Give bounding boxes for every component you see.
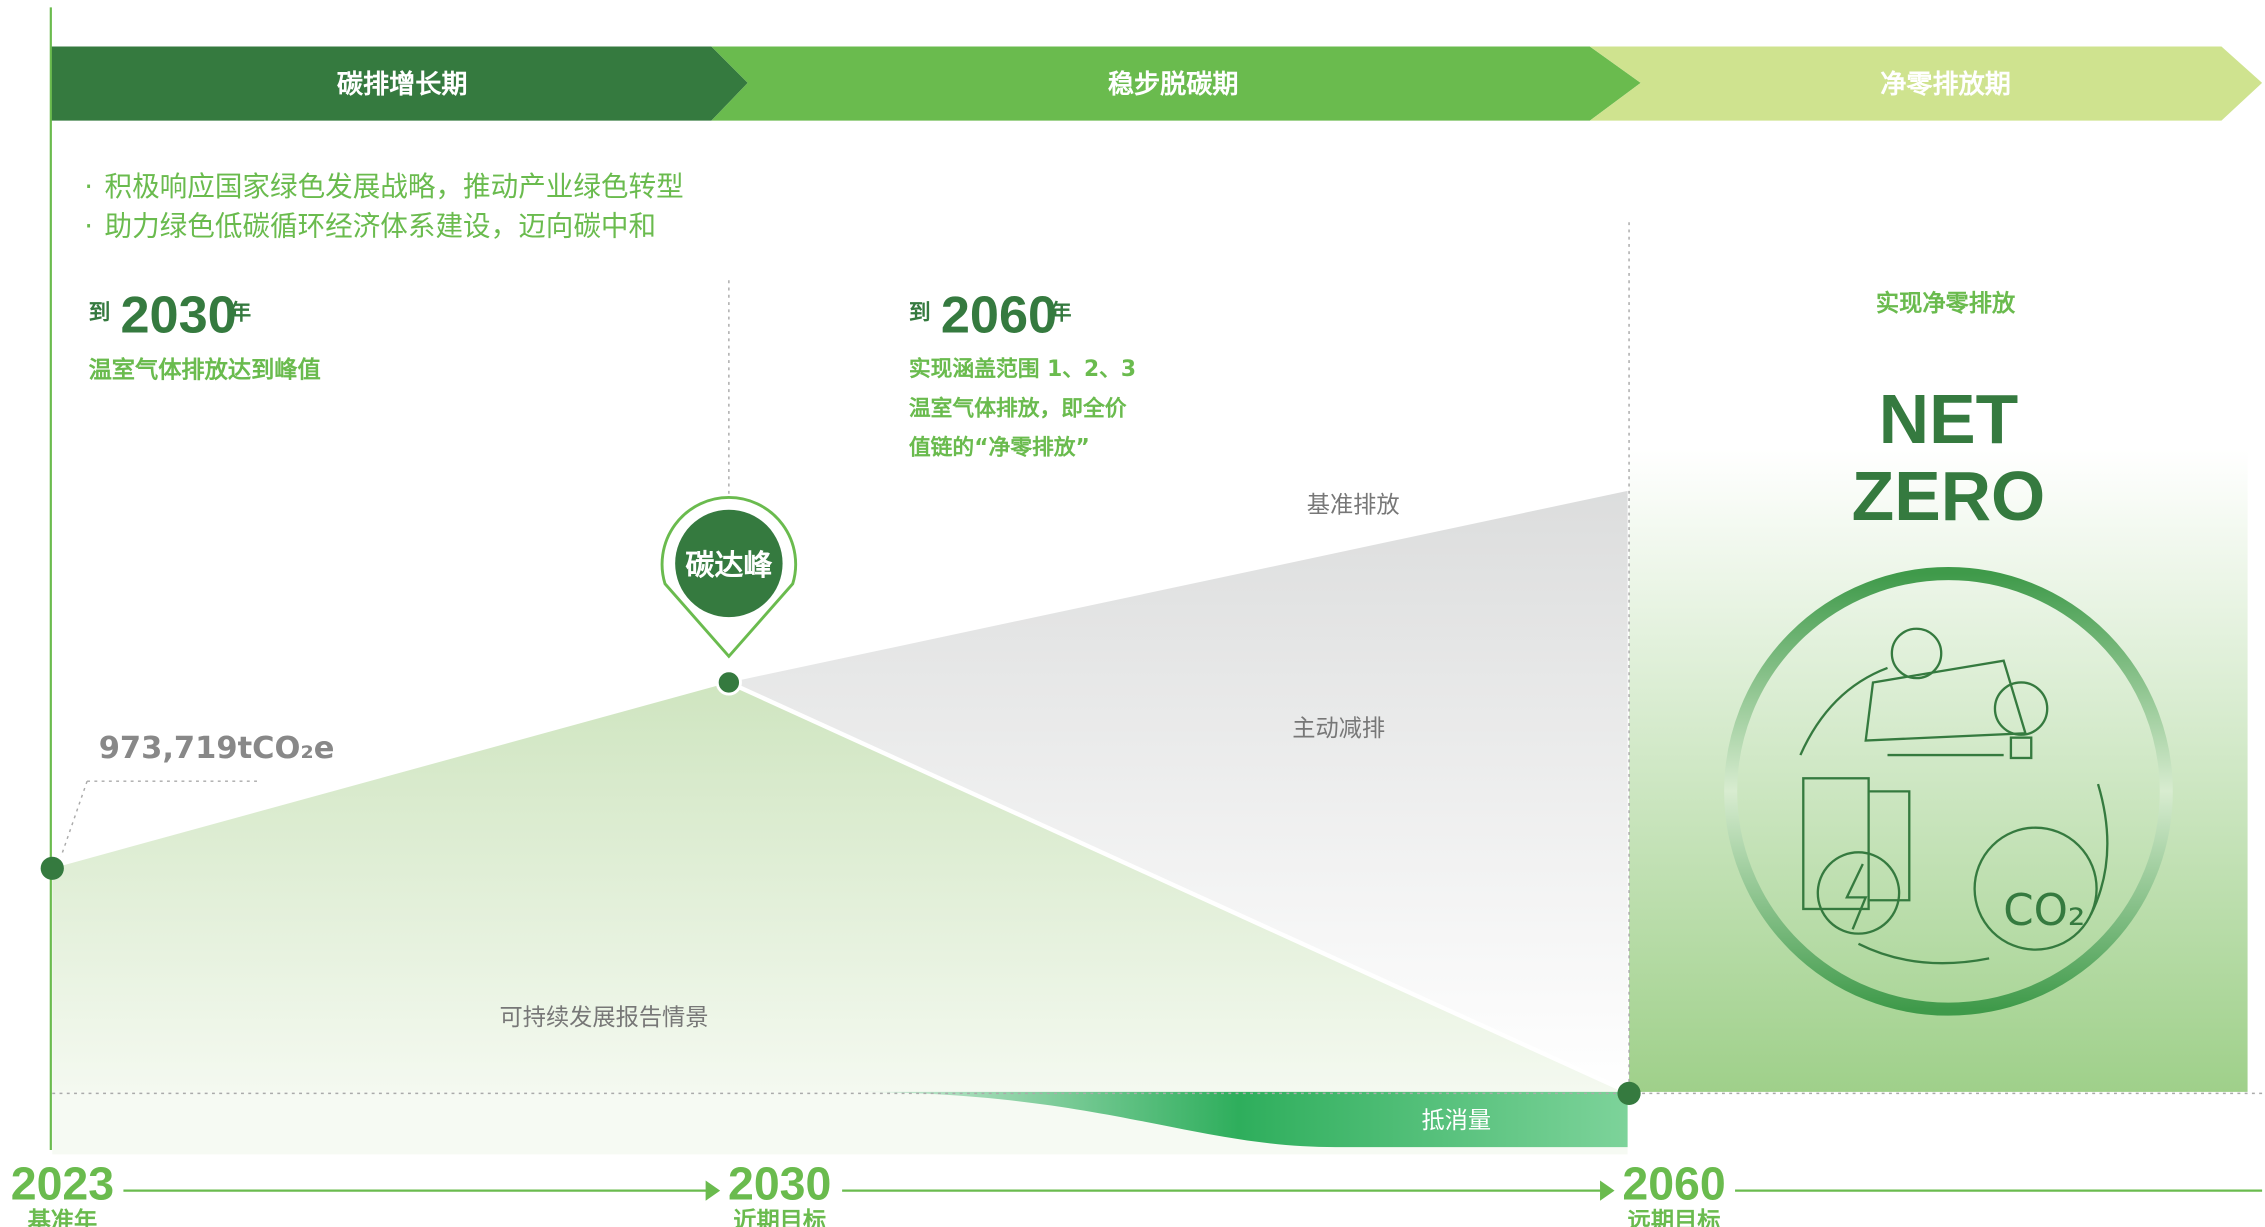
- timeline-arrow: [1600, 1180, 1615, 1200]
- area-label: 主动减排: [1292, 715, 1385, 742]
- milestone-year: 2060: [941, 287, 1057, 345]
- net-zero-title: 实现净零排放: [1876, 290, 2016, 317]
- pin-label: 碳达峰: [685, 548, 772, 582]
- phase-label: 碳排增长期: [337, 69, 468, 100]
- timeline-year: 2023: [11, 1157, 114, 1209]
- phase-label: 稳步脱碳期: [1108, 69, 1239, 100]
- diagram: 碳排增长期 稳步脱碳期 净零排放期 · 积极响应国家绿色发展战略，推动产业绿色转…: [0, 0, 2265, 1227]
- milestone-suffix: 年: [1050, 299, 1072, 325]
- bullet-dot: ·: [84, 170, 93, 203]
- point: [41, 857, 64, 880]
- milestone-desc: 实现涵盖范围 1、2、3: [909, 356, 1136, 382]
- timeline-arrow: [706, 1180, 721, 1200]
- timeline-label: 远期目标: [1628, 1207, 1721, 1227]
- net-zero-text: ZERO: [1852, 457, 2046, 535]
- milestone-suffix: 年: [229, 299, 251, 325]
- bullet: 积极响应国家绿色发展战略，推动产业绿色转型: [105, 170, 684, 203]
- bullet: 助力绿色低碳循环经济体系建设，迈向碳中和: [105, 209, 657, 242]
- timeline-label: 近期目标: [733, 1207, 826, 1227]
- timeline-year: 2030: [728, 1157, 831, 1209]
- milestone-desc: 温室气体排放，即全价: [909, 395, 1127, 421]
- leader-line: [61, 781, 87, 857]
- net-zero-text: NET: [1879, 380, 2018, 458]
- area-label: 可持续发展报告情景: [500, 1004, 709, 1031]
- bullet-dot: ·: [84, 209, 93, 242]
- net-zero-area: [1629, 450, 2248, 1092]
- milestone-year: 2030: [121, 287, 237, 345]
- milestone-prefix: 到: [909, 300, 931, 325]
- point: [717, 671, 740, 694]
- milestone-desc: 温室气体排放达到峰值: [89, 357, 321, 384]
- phase-label: 净零排放期: [1880, 69, 2011, 100]
- milestone-prefix: 到: [89, 300, 111, 325]
- timeline-label: 基准年: [28, 1207, 98, 1227]
- point: [1617, 1082, 1640, 1105]
- area-label: 基准排放: [1307, 492, 1400, 519]
- timeline-year: 2060: [1622, 1157, 1725, 1209]
- baseline-value: 973,719tCO₂e: [99, 731, 335, 766]
- milestone-desc: 值链的“净零排放”: [909, 435, 1090, 461]
- icon-label: CO₂: [2003, 886, 2085, 936]
- page: 碳排增长期 稳步脱碳期 净零排放期 · 积极响应国家绿色发展战略，推动产业绿色转…: [0, 0, 2265, 1227]
- area-label: 抵消量: [1421, 1107, 1491, 1134]
